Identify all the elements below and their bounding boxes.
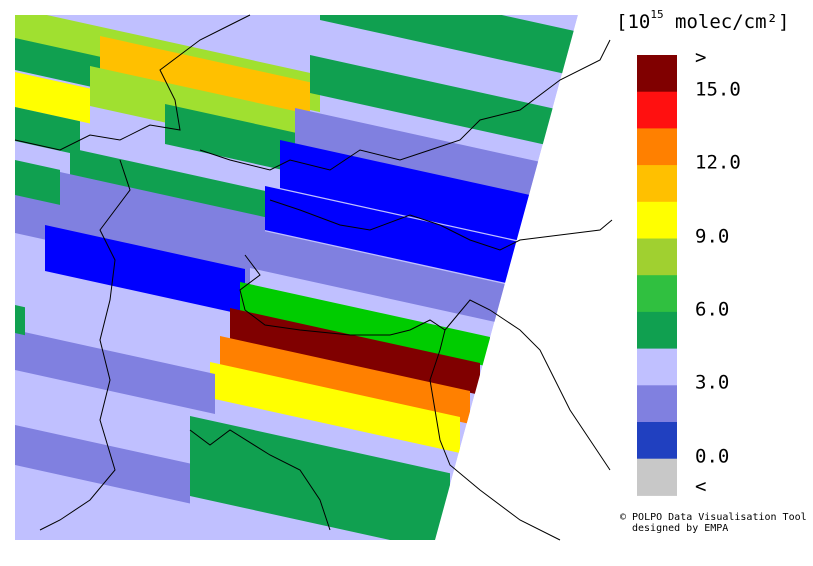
swath-cell [15, 38, 100, 89]
swath-cell [15, 425, 190, 504]
border-line [39, 159, 131, 531]
swath-cell [60, 172, 265, 258]
swath-cell [230, 308, 480, 395]
legend-label: 0.0 [695, 446, 729, 468]
legend-swatch [637, 458, 677, 496]
satellite-swath [15, 15, 578, 540]
legend-swatch [637, 128, 677, 166]
legend-swatch [637, 55, 677, 93]
swath-cell [45, 225, 245, 315]
border-line [269, 199, 613, 251]
legend-swatch [637, 238, 677, 276]
swath-cell [165, 104, 300, 174]
swath-cell [280, 140, 540, 246]
swath-cell [15, 305, 25, 336]
swath-cell [240, 282, 490, 367]
legend-label: 3.0 [695, 372, 729, 394]
swath-cell [265, 186, 520, 287]
swath-cell [100, 36, 310, 119]
swath-cell [310, 55, 560, 148]
credit-line: designed by EMPA [632, 523, 728, 534]
credit-line: © POLPO Data Visualisation Tool [620, 512, 807, 523]
swath-cell [15, 330, 215, 414]
legend-title-exponent: 15 [650, 8, 663, 21]
legend-swatch [637, 348, 677, 386]
legend-swatch [637, 201, 677, 239]
legend: [1015 molec/cm²] >15.0 12.0 9.0 6.0 3.0 0.0 < [616, 8, 789, 498]
coastline [239, 254, 561, 541]
legend-title: [1015 molec/cm²] [616, 8, 789, 33]
legend-label: 9.0 [695, 226, 729, 248]
legend-swatch [637, 311, 677, 350]
swath-cell [295, 108, 560, 203]
legend-label: 12.0 [695, 152, 741, 174]
legend-label: < [695, 476, 706, 498]
swath-cell [250, 228, 510, 326]
legend-swatch [637, 385, 677, 423]
swath-cell [320, 15, 578, 82]
coastline [189, 429, 331, 531]
legend-swatch [637, 422, 677, 460]
legend-label: 6.0 [695, 299, 729, 321]
legend-swatch [637, 165, 677, 203]
swath-cell [190, 416, 450, 540]
legend-swatch [637, 91, 677, 129]
swath-cell [220, 336, 470, 424]
legend-title-suffix: molec/cm²] [664, 11, 790, 33]
legend-swatch [637, 275, 677, 313]
legend-label: 15.0 [695, 79, 741, 101]
border-line [14, 14, 251, 151]
legend-title-prefix: [10 [616, 11, 650, 33]
swath-cell [210, 362, 460, 453]
legend-label: > [695, 47, 706, 69]
coastline [444, 299, 611, 471]
swath-cell [15, 160, 60, 206]
borders [14, 14, 613, 541]
border-line [199, 39, 611, 171]
swath-cell [15, 72, 90, 124]
